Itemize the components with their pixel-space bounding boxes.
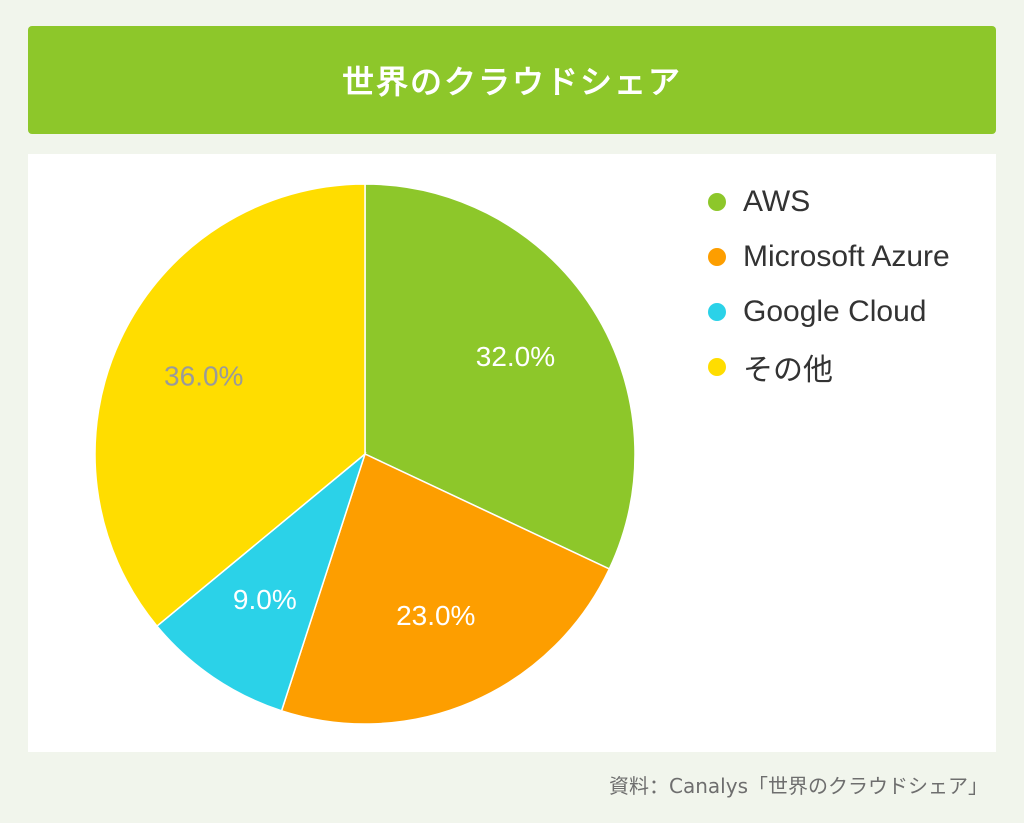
chart-panel: 32.0% 23.0% 9.0% 36.0% AWS Microsoft Azure Go…	[28, 154, 996, 752]
chart-title: 世界のクラウドシェア	[341, 63, 682, 101]
slice-label-2: 23.0%	[396, 600, 475, 631]
legend-item-3: Google Cloud	[708, 294, 950, 330]
slice-label-4: 36.0%	[164, 361, 243, 392]
chart-legend: AWS Microsoft Azure Google Cloud その他	[708, 184, 950, 404]
pie-chart: 32.0% 23.0% 9.0% 36.0%	[94, 183, 636, 725]
source-note: 資料：Canalys「世界のクラウドシェア」	[609, 774, 988, 798]
legend-label: AWS	[743, 185, 811, 218]
legend-label: Google Cloud	[743, 295, 927, 328]
slice-label-3: 9.0%	[233, 584, 297, 615]
pie-slice-2	[280, 452, 611, 725]
legend-label: その他	[743, 354, 833, 387]
pie-slice-4	[94, 183, 366, 628]
legend-swatch	[708, 248, 726, 266]
legend-item-2: Microsoft Azure	[708, 239, 950, 275]
legend-swatch	[708, 358, 726, 376]
pie-slice-3	[155, 451, 367, 712]
legend-item-4: その他	[708, 349, 950, 387]
legend-item-1: AWS	[708, 184, 950, 220]
legend-swatch	[708, 303, 726, 321]
slice-label-1: 32.0%	[476, 341, 555, 372]
title-banner: 世界のクラウドシェア	[28, 26, 996, 134]
legend-swatch	[708, 193, 726, 211]
pie-slice-1	[364, 183, 636, 570]
legend-label: Microsoft Azure	[743, 240, 950, 273]
